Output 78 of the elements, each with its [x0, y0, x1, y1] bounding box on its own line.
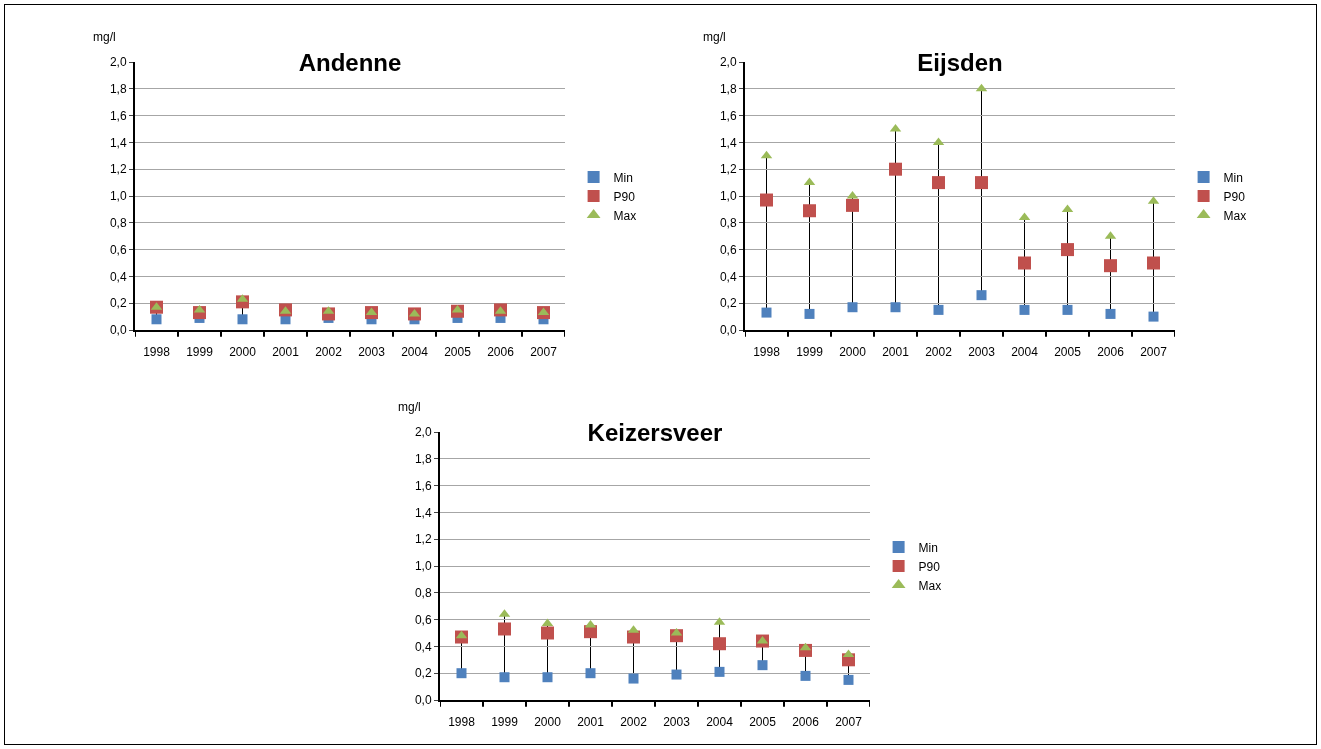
y-tick-label: 1,2 [414, 532, 432, 547]
y-tick-label: 1,0 [109, 189, 127, 204]
y-tick-label: 0,6 [414, 612, 432, 627]
y-tick-label: 2,0 [719, 55, 737, 70]
x-tick-label: 2001 [272, 345, 300, 360]
x-tick-label: 2002 [925, 345, 953, 360]
x-tick-label: 2003 [663, 715, 691, 730]
x-tick-label: 2002 [620, 715, 648, 730]
y-tick-label: 1,4 [719, 135, 737, 150]
chart-title: Andenne [298, 48, 402, 76]
y-tick-label: 0,0 [109, 323, 127, 338]
y-tick-label: 1,8 [414, 452, 432, 466]
x-tick-label: 2005 [444, 345, 472, 360]
x-tick-label: 2002 [315, 345, 343, 360]
y-tick-label: 1,6 [719, 108, 737, 123]
legend-label: P90 [613, 189, 636, 204]
x-tick-label: 2003 [968, 345, 996, 360]
y-tick-label: 1,2 [109, 162, 127, 177]
x-tick-label: 2000 [534, 715, 562, 730]
x-tick-label: 2007 [530, 345, 558, 360]
y-tick-label: 2,0 [414, 425, 432, 440]
legend-label: Min [1223, 170, 1243, 185]
y-tick-label: 0,4 [414, 639, 432, 654]
x-tick-label: 2006 [1097, 345, 1125, 360]
y-tick-label: 1,4 [414, 505, 432, 520]
y-tick-label: 1,0 [719, 189, 737, 204]
y-tick-label: 1,8 [719, 82, 737, 96]
legend-label: Max [918, 578, 942, 593]
legend-label: Max [613, 208, 637, 223]
x-tick-label: 2007 [1140, 345, 1168, 360]
x-tick-label: 2000 [839, 345, 867, 360]
y-tick-label: 1,8 [109, 82, 127, 96]
legend-label: P90 [1223, 189, 1246, 204]
y-tick-label: 0,0 [414, 693, 432, 708]
x-tick-label: 2004 [706, 715, 734, 730]
y-tick-label: 0,4 [719, 269, 737, 284]
x-tick-label: 2001 [577, 715, 605, 730]
x-tick-label: 1998 [143, 345, 171, 360]
y-tick-label: 0,8 [109, 216, 127, 230]
x-tick-label: 1999 [796, 345, 824, 360]
x-tick-label: 2001 [882, 345, 910, 360]
y-tick-label: 0,2 [109, 296, 127, 311]
x-tick-label: 2000 [229, 345, 257, 360]
y-tick-label: 0,6 [109, 242, 127, 257]
y-tick-label: 0,2 [414, 666, 432, 681]
x-tick-label: 2005 [1054, 345, 1082, 360]
y-axis-title: mg/l [398, 400, 421, 414]
x-tick-label: 2007 [835, 715, 863, 730]
y-tick-label: 1,4 [109, 135, 127, 150]
y-tick-label: 1,0 [414, 559, 432, 574]
y-tick-label: 0,0 [719, 323, 737, 338]
legend-label: Min [918, 540, 938, 555]
y-tick-label: 0,8 [414, 586, 432, 600]
y-axis-title: mg/l [93, 30, 116, 44]
y-tick-label: 0,2 [719, 296, 737, 311]
y-tick-label: 1,2 [719, 162, 737, 177]
y-tick-label: 1,6 [414, 478, 432, 493]
x-tick-label: 2006 [792, 715, 820, 730]
y-tick-label: 0,4 [109, 269, 127, 284]
y-tick-label: 2,0 [109, 55, 127, 70]
chart-title: Eijsden [917, 48, 1003, 76]
x-tick-label: 1998 [448, 715, 476, 730]
y-tick-label: 0,6 [719, 242, 737, 257]
y-tick-label: 0,8 [719, 216, 737, 230]
x-tick-label: 2006 [487, 345, 515, 360]
legend-label: Max [1223, 208, 1247, 223]
legend-label: Min [613, 170, 633, 185]
legend-label: P90 [918, 559, 941, 574]
x-tick-label: 1999 [491, 715, 519, 730]
y-tick-label: 1,6 [109, 108, 127, 123]
x-tick-label: 1998 [753, 345, 781, 360]
x-tick-label: 2005 [749, 715, 777, 730]
x-tick-label: 1999 [186, 345, 214, 360]
x-tick-label: 2003 [358, 345, 386, 360]
x-tick-label: 2004 [401, 345, 429, 360]
chart-title: Keizersveer [587, 418, 723, 446]
x-tick-label: 2004 [1011, 345, 1039, 360]
y-axis-title: mg/l [703, 30, 726, 44]
